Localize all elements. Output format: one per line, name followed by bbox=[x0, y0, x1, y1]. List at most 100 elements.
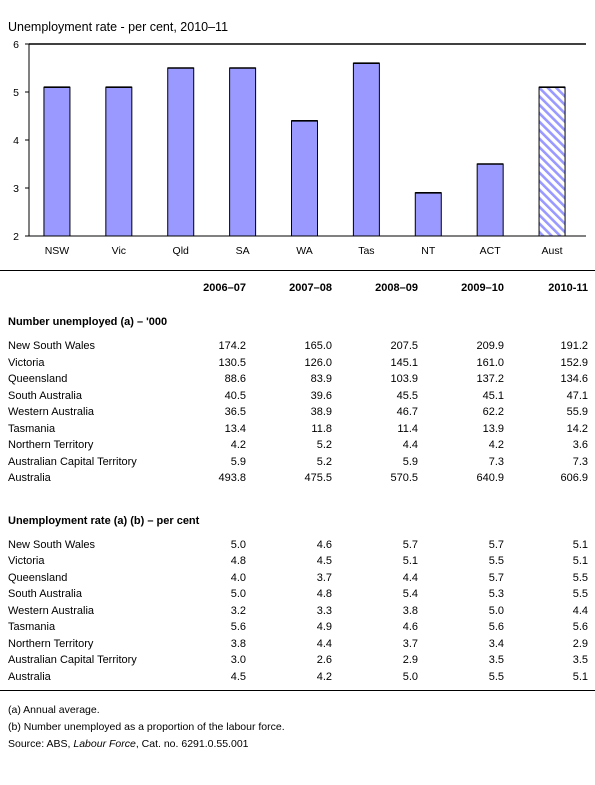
table-cell: 4.4 bbox=[402, 439, 418, 451]
table-cell: 3.7 bbox=[316, 571, 332, 584]
row-label: Queensland bbox=[8, 373, 68, 385]
row-label: Northern Territory bbox=[8, 637, 94, 650]
table-cell: 4.4 bbox=[402, 571, 418, 584]
table-row: New South Wales 5.0 4.6 5.7 5.7 5.1 bbox=[0, 537, 595, 554]
table-cell: 5.0 bbox=[488, 604, 504, 617]
table-cell: 5.7 bbox=[402, 538, 418, 551]
bar bbox=[414, 192, 442, 237]
y-tick-label: 2 bbox=[13, 231, 19, 243]
table-cell: 4.4 bbox=[572, 604, 588, 617]
x-tick-label: Vic bbox=[112, 245, 126, 257]
table-cell: 5.2 bbox=[316, 455, 332, 468]
table-cell: 62.2 bbox=[482, 406, 504, 418]
bar bbox=[476, 163, 504, 237]
table-cell: 5.7 bbox=[488, 571, 504, 584]
row-label: Australian Capital Territory bbox=[8, 654, 137, 666]
table-cell: 165.0 bbox=[304, 340, 332, 352]
bar bbox=[291, 120, 318, 237]
table-cell: 103.9 bbox=[390, 373, 418, 385]
table-row: Victoria 4.8 4.5 5.1 5.5 5.1 bbox=[0, 553, 595, 570]
section-heading: Number unemployed (a) – '000 bbox=[8, 316, 168, 328]
table-row: Australian Capital Territory 3.0 2.6 2.9 3.5… bbox=[0, 652, 595, 669]
table-cell: 39.6 bbox=[310, 389, 332, 402]
section-heading-row: Unemployment rate (a) (b) – per cent bbox=[0, 505, 595, 537]
table-cell: 4.8 bbox=[230, 555, 246, 567]
table-row: Australian Capital Territory 5.9 5.2 5.9 7.3… bbox=[0, 454, 595, 471]
row-label: Tasmania bbox=[8, 422, 56, 435]
table-cell: 5.0 bbox=[402, 670, 418, 683]
bar-aust bbox=[538, 86, 566, 237]
table-cell: 38.9 bbox=[310, 406, 332, 418]
table-cell: 5.9 bbox=[402, 455, 418, 468]
table-cell: 3.7 bbox=[402, 637, 418, 650]
table-cell: 5.3 bbox=[488, 588, 504, 600]
section-spacer bbox=[0, 487, 595, 505]
table-cell: 606.9 bbox=[560, 472, 588, 484]
table-top-rule bbox=[0, 270, 595, 271]
table-cell: 5.5 bbox=[488, 670, 504, 683]
table-cell: 4.9 bbox=[316, 621, 332, 633]
table-cell: 207.5 bbox=[390, 340, 418, 352]
table-cell: 640.9 bbox=[476, 472, 504, 484]
table-cell: 4.2 bbox=[316, 670, 332, 683]
row-label: Victoria bbox=[8, 356, 45, 369]
table-row: Northern Territory 3.8 4.4 3.7 3.4 2.9 bbox=[0, 636, 595, 653]
row-label: Western Australia bbox=[8, 604, 95, 617]
table-cell: 5.6 bbox=[230, 621, 246, 633]
source-prefix: Source: ABS, bbox=[8, 738, 74, 750]
bar bbox=[105, 86, 133, 237]
y-tick-label: 4 bbox=[13, 135, 19, 147]
source-suffix: , Cat. no. 6291.0.55.001 bbox=[135, 738, 249, 750]
column-header: 2007–08 bbox=[289, 282, 332, 294]
table-cell: 5.1 bbox=[402, 555, 418, 567]
table-cell: 174.2 bbox=[218, 340, 246, 352]
table-cell: 5.1 bbox=[572, 670, 588, 683]
x-tick-label: NSW bbox=[45, 245, 70, 257]
table-cell: 55.9 bbox=[566, 406, 588, 418]
chart-title: Unemployment rate - per cent, 2010–11 bbox=[8, 20, 229, 34]
table-cell: 83.9 bbox=[310, 373, 332, 385]
table-row: Queensland 4.0 3.7 4.4 5.7 5.5 bbox=[0, 570, 595, 587]
bar bbox=[229, 67, 257, 237]
bar bbox=[43, 86, 71, 237]
row-label: New South Wales bbox=[8, 538, 96, 551]
table-cell: 4.2 bbox=[230, 439, 246, 451]
table-cell: 4.6 bbox=[316, 538, 332, 551]
table-cell: 5.5 bbox=[572, 588, 588, 600]
table-cell: 4.4 bbox=[316, 637, 332, 650]
table-cell: 5.1 bbox=[572, 538, 588, 551]
bar bbox=[352, 62, 380, 237]
table-cell: 40.5 bbox=[224, 389, 246, 402]
table-cell: 126.0 bbox=[304, 356, 332, 369]
table-cell: 4.5 bbox=[230, 670, 246, 683]
table-cell: 145.1 bbox=[390, 356, 418, 369]
source-note: Source: ABS, Labour Force, Cat. no. 6291… bbox=[8, 736, 285, 753]
footnote-a: (a) Annual average. bbox=[8, 704, 100, 716]
table-cell: 5.7 bbox=[488, 538, 504, 551]
section-heading: Unemployment rate (a) (b) – per cent bbox=[8, 514, 200, 527]
table-cell: 5.0 bbox=[230, 538, 246, 551]
table-cell: 5.1 bbox=[572, 555, 588, 567]
x-tick-label: Aust bbox=[542, 245, 563, 257]
table-cell: 13.9 bbox=[482, 422, 504, 435]
table-cell: 3.5 bbox=[488, 654, 504, 666]
table-cell: 5.5 bbox=[488, 555, 504, 567]
row-label: South Australia bbox=[8, 389, 82, 402]
x-tick-label: ACT bbox=[480, 245, 502, 257]
table-cell: 11.4 bbox=[397, 422, 418, 435]
table-cell: 3.4 bbox=[488, 637, 504, 650]
bar-chart: 2 3 4 5 6 NSW Vic Qld SA WA Tas NT ACT Aust bbox=[13, 39, 586, 257]
table-cell: 88.6 bbox=[224, 373, 246, 385]
table-cell: 4.5 bbox=[316, 555, 332, 567]
table-row: Tasmania 5.6 4.9 4.6 5.6 5.6 bbox=[0, 619, 595, 636]
column-header: 2006–07 bbox=[203, 282, 246, 294]
table-cell: 3.3 bbox=[316, 604, 332, 617]
table-cell: 3.6 bbox=[572, 439, 588, 451]
y-tick-label: 6 bbox=[13, 39, 19, 51]
footnote-b: (b) Number unemployed as a proportion of… bbox=[8, 721, 285, 733]
table-cell: 45.1 bbox=[482, 389, 504, 402]
table-cell: 13.4 bbox=[224, 422, 246, 435]
table-cell: 3.8 bbox=[402, 604, 418, 617]
table-cell: 11.8 bbox=[311, 422, 332, 435]
x-tick-label: Qld bbox=[173, 245, 190, 257]
